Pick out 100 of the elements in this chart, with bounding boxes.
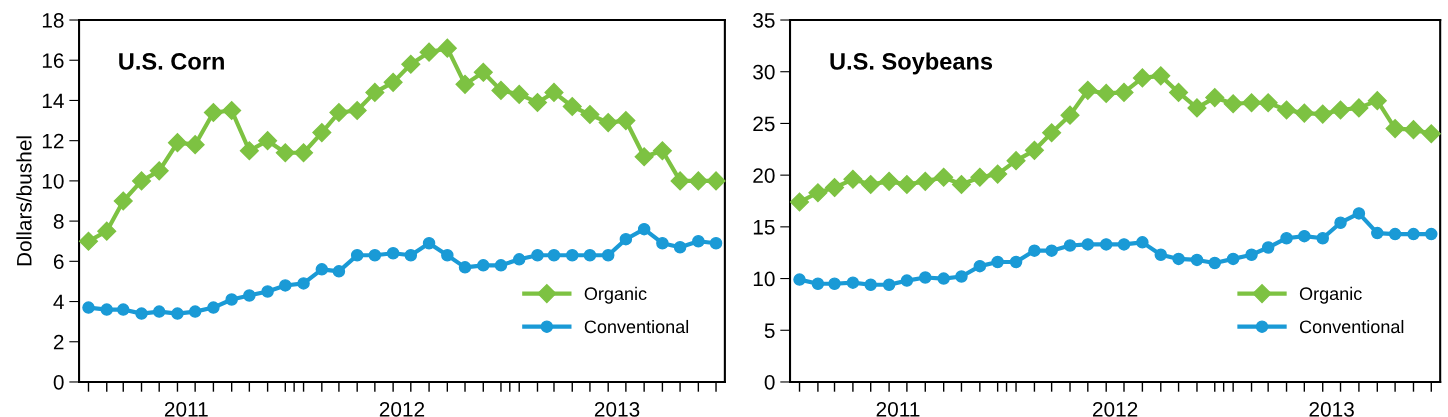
y-tick-label: 10 bbox=[753, 271, 775, 287]
point bbox=[1096, 83, 1116, 103]
point bbox=[509, 84, 529, 104]
point bbox=[1349, 98, 1369, 118]
point bbox=[915, 171, 935, 191]
legend-label: Conventional bbox=[1299, 319, 1404, 334]
point bbox=[562, 96, 582, 117]
point bbox=[808, 183, 828, 203]
point bbox=[1028, 244, 1041, 257]
point bbox=[544, 82, 564, 102]
point bbox=[951, 174, 971, 194]
y-tick-label: 16 bbox=[42, 53, 64, 68]
point bbox=[1334, 216, 1347, 229]
point bbox=[1190, 253, 1204, 267]
point bbox=[386, 247, 400, 260]
point bbox=[188, 305, 202, 318]
point bbox=[494, 259, 508, 272]
point bbox=[955, 270, 968, 283]
point bbox=[82, 301, 95, 314]
point bbox=[1081, 238, 1095, 251]
x-tick-label: 2013 bbox=[1309, 401, 1354, 417]
point bbox=[616, 111, 636, 131]
point bbox=[531, 249, 544, 262]
point bbox=[512, 253, 526, 266]
point bbox=[1136, 236, 1149, 249]
point bbox=[527, 92, 548, 112]
y-tick-label: 2 bbox=[53, 334, 64, 350]
point bbox=[422, 236, 436, 250]
legend-label: Conventional bbox=[584, 319, 689, 334]
point bbox=[864, 278, 877, 292]
point bbox=[185, 135, 205, 155]
point bbox=[1063, 239, 1077, 252]
point bbox=[1407, 227, 1420, 241]
point bbox=[441, 249, 454, 262]
point bbox=[312, 123, 332, 143]
point bbox=[828, 277, 841, 290]
point bbox=[1006, 151, 1026, 171]
point bbox=[1099, 238, 1113, 251]
point bbox=[897, 174, 917, 194]
point bbox=[1280, 231, 1293, 245]
point bbox=[1024, 140, 1044, 160]
point bbox=[1169, 82, 1189, 102]
point bbox=[455, 74, 475, 94]
point bbox=[634, 147, 654, 167]
point bbox=[973, 259, 987, 273]
point bbox=[970, 167, 990, 187]
point bbox=[329, 102, 349, 123]
point bbox=[1117, 238, 1131, 251]
point bbox=[1114, 82, 1134, 102]
point bbox=[294, 143, 314, 163]
point bbox=[1242, 93, 1262, 113]
point bbox=[709, 236, 723, 250]
point bbox=[1060, 105, 1080, 125]
point bbox=[637, 222, 651, 236]
point bbox=[100, 303, 114, 316]
point bbox=[991, 255, 1004, 269]
point bbox=[401, 54, 421, 74]
point bbox=[225, 293, 238, 306]
y-tick-label: 0 bbox=[764, 374, 775, 390]
y-tick-label: 10 bbox=[42, 173, 64, 189]
point bbox=[347, 100, 367, 121]
point bbox=[882, 278, 896, 292]
point bbox=[1045, 244, 1058, 257]
point bbox=[1261, 241, 1275, 254]
point bbox=[243, 289, 256, 302]
point bbox=[1277, 100, 1297, 120]
point bbox=[279, 279, 292, 292]
point bbox=[1367, 91, 1387, 111]
y-tick-label: 5 bbox=[764, 323, 775, 339]
point bbox=[1316, 231, 1329, 245]
x-tick-label: 2012 bbox=[1092, 401, 1138, 417]
point bbox=[404, 249, 418, 262]
y-tick-label: 12 bbox=[42, 133, 64, 149]
point bbox=[275, 143, 295, 163]
point bbox=[477, 259, 490, 272]
point bbox=[656, 236, 669, 250]
point bbox=[879, 171, 899, 191]
point bbox=[149, 161, 169, 181]
point bbox=[1421, 124, 1441, 144]
point bbox=[1388, 227, 1402, 241]
point bbox=[131, 171, 152, 191]
point bbox=[566, 249, 579, 262]
point bbox=[350, 249, 364, 262]
point bbox=[789, 192, 810, 212]
point bbox=[1154, 248, 1168, 262]
point bbox=[297, 277, 310, 290]
point bbox=[988, 164, 1008, 184]
point bbox=[1245, 248, 1258, 262]
y-axis-title: Dollars/bushel bbox=[16, 136, 32, 266]
point bbox=[458, 261, 472, 274]
point bbox=[1151, 66, 1171, 86]
point bbox=[1205, 88, 1225, 108]
point bbox=[1172, 252, 1185, 266]
point bbox=[1313, 104, 1333, 124]
point bbox=[1078, 80, 1098, 100]
y-tick-label: 18 bbox=[42, 13, 64, 28]
point bbox=[688, 171, 708, 191]
point bbox=[171, 307, 184, 320]
point bbox=[1132, 68, 1152, 88]
x-tick-label: 2013 bbox=[594, 401, 640, 417]
